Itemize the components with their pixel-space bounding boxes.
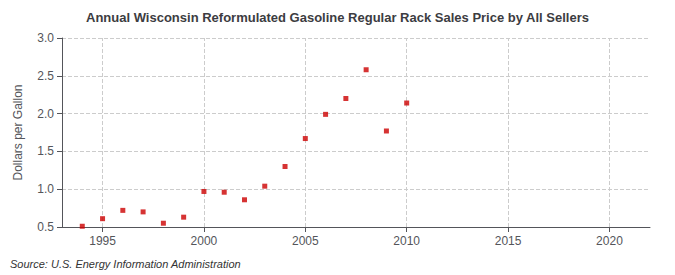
svg-text:3.0: 3.0 [37,31,54,45]
svg-text:Source: U.S. Energy Informatio: Source: U.S. Energy Information Administ… [10,258,241,270]
svg-text:2005: 2005 [292,234,319,248]
svg-text:Annual Wisconsin Reformulated: Annual Wisconsin Reformulated Gasoline R… [86,10,589,25]
svg-text:1.0: 1.0 [37,182,54,196]
svg-text:1.5: 1.5 [37,144,54,158]
svg-text:2.0: 2.0 [37,107,54,121]
svg-text:2.5: 2.5 [37,69,54,83]
svg-text:Dollars per Gallon: Dollars per Gallon [11,84,25,180]
svg-text:2010: 2010 [393,234,420,248]
svg-text:2000: 2000 [191,234,218,248]
svg-text:2020: 2020 [596,234,623,248]
svg-text:2015: 2015 [495,234,522,248]
svg-text:1995: 1995 [89,234,116,248]
svg-text:0.5: 0.5 [37,220,54,234]
